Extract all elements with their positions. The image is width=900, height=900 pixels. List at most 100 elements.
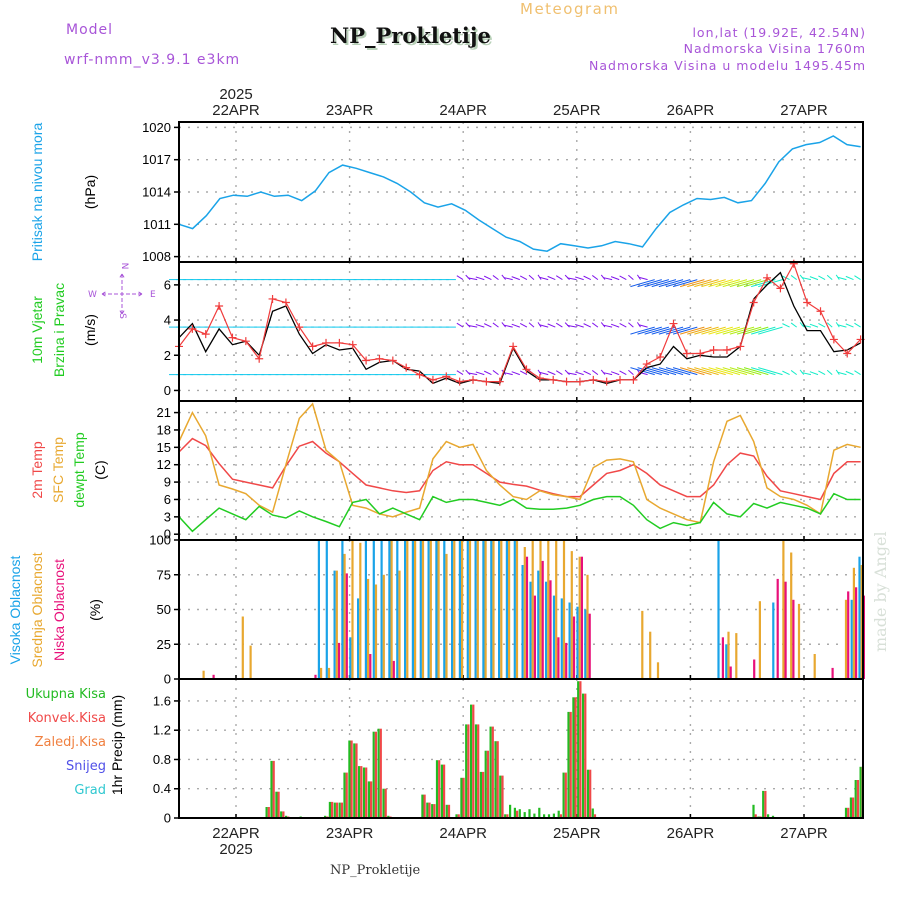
bar-clouds bbox=[443, 540, 446, 679]
bar-clouds bbox=[792, 599, 795, 679]
wind-units: (m/s) bbox=[82, 314, 98, 346]
bar-clouds bbox=[484, 540, 487, 679]
wind-arrow bbox=[602, 372, 613, 376]
gust-marker bbox=[348, 340, 357, 349]
wind-arrow bbox=[492, 275, 499, 280]
compass-north: N bbox=[119, 263, 129, 270]
bar-clouds bbox=[656, 662, 660, 679]
bottom-date-label: 25APR bbox=[553, 825, 601, 842]
bar-clouds bbox=[568, 602, 571, 679]
bar-clouds bbox=[782, 540, 785, 679]
gust-marker bbox=[188, 324, 197, 333]
wind-arrow bbox=[575, 323, 584, 328]
bar-precipitation bbox=[762, 790, 765, 818]
wind-arrow bbox=[602, 324, 613, 328]
wind-arrow bbox=[801, 277, 812, 281]
bar-clouds bbox=[513, 540, 516, 679]
temp-legend-dewpt: dewpt Temp bbox=[71, 432, 87, 507]
bar-precipitation bbox=[577, 681, 580, 818]
top-date-labels: 22APR 23APR 24APR 25APR 26APR 27APR bbox=[212, 102, 828, 119]
bar-precipitation bbox=[370, 781, 373, 818]
bar-precipitation bbox=[538, 807, 541, 818]
wind-arrow bbox=[564, 322, 570, 328]
wind-arrow bbox=[729, 367, 755, 376]
gust-marker bbox=[469, 375, 478, 384]
bar-precipitation bbox=[333, 802, 336, 818]
bar-clouds bbox=[337, 642, 341, 679]
bar-clouds bbox=[427, 540, 430, 679]
bar-precipitation bbox=[854, 780, 857, 818]
bar-precipitation bbox=[282, 811, 285, 818]
wind-arrow bbox=[610, 323, 620, 328]
bar-clouds bbox=[562, 540, 566, 679]
wind-arrow bbox=[809, 323, 819, 328]
bar-precipitation bbox=[272, 760, 275, 818]
wind-arrow bbox=[602, 277, 613, 281]
wind-arrow bbox=[826, 369, 833, 375]
bar-clouds bbox=[468, 540, 472, 679]
gust-marker bbox=[241, 337, 250, 346]
wind-arrow bbox=[687, 326, 712, 335]
wind-gust-line bbox=[178, 262, 862, 383]
bar-precipitation bbox=[767, 814, 770, 818]
y-tick-label: 15 bbox=[157, 440, 171, 455]
wind-arrow bbox=[467, 372, 478, 376]
series-line-sfc-temp bbox=[178, 402, 861, 524]
wind-arrow bbox=[483, 370, 492, 376]
bar-clouds bbox=[725, 644, 728, 680]
y-tick-label: 0 bbox=[164, 672, 171, 687]
bar-clouds bbox=[855, 587, 858, 679]
bar-clouds bbox=[343, 553, 346, 679]
bar-precipitation bbox=[374, 731, 377, 818]
bar-clouds bbox=[572, 616, 576, 679]
wind-arrow bbox=[736, 367, 762, 376]
bar-clouds bbox=[476, 540, 479, 679]
wind-arrow bbox=[456, 275, 464, 281]
wind-compass: N W E S bbox=[88, 263, 156, 320]
bar-clouds bbox=[545, 581, 548, 679]
wind-arrow bbox=[818, 275, 826, 281]
wind-arrow bbox=[519, 322, 528, 328]
bar-precipitation bbox=[362, 767, 366, 818]
top-date-label: 26APR bbox=[667, 102, 715, 119]
precip-legend-item: Zaledj.Kisa bbox=[35, 735, 106, 750]
gust-marker bbox=[829, 335, 838, 344]
bar-precipitation bbox=[447, 804, 451, 818]
wind-arrow bbox=[592, 370, 599, 376]
gust-marker bbox=[575, 377, 584, 386]
wind-arrow bbox=[837, 324, 847, 328]
wind-arrow bbox=[782, 323, 790, 328]
bar-clouds bbox=[333, 570, 336, 679]
bar-precipitation bbox=[280, 811, 283, 818]
wind-arrow bbox=[658, 367, 684, 376]
wind-arrow bbox=[483, 275, 492, 281]
panels: 1008 1011 1014 1017 1020 0 2 4 6 0 3 6 9 12 15 18 21 0 25 5… bbox=[142, 120, 865, 826]
bar-clouds bbox=[451, 540, 454, 679]
wind-arrow bbox=[503, 372, 513, 376]
wind-arrow bbox=[475, 276, 485, 281]
wind-arrow bbox=[665, 367, 691, 376]
bar-precipitation bbox=[494, 741, 497, 818]
wind-arrow bbox=[845, 323, 854, 328]
gust-marker bbox=[375, 354, 384, 363]
bar-precipitation bbox=[579, 681, 582, 818]
gust-marker bbox=[709, 345, 718, 354]
wind-arrow bbox=[492, 322, 499, 328]
gust-marker bbox=[522, 365, 531, 374]
bar-clouds bbox=[249, 645, 252, 679]
bar-precipitation bbox=[764, 790, 767, 818]
wind-barb-row bbox=[169, 367, 861, 376]
gust-marker bbox=[201, 330, 210, 339]
bar-precipitation bbox=[516, 810, 519, 818]
wind-arrow bbox=[751, 367, 776, 376]
gust-marker bbox=[776, 284, 785, 293]
wind-arrow bbox=[672, 279, 698, 288]
bar-clouds bbox=[212, 674, 215, 679]
wind-arrow bbox=[564, 274, 570, 280]
bar-clouds bbox=[529, 581, 532, 679]
gust-marker bbox=[696, 349, 705, 358]
bar-precipitation bbox=[382, 788, 385, 818]
bottom-date-label: 23APR bbox=[326, 825, 374, 842]
bar-clouds bbox=[380, 540, 383, 679]
series-line-pritisak-na-nivou-mora bbox=[178, 135, 861, 252]
